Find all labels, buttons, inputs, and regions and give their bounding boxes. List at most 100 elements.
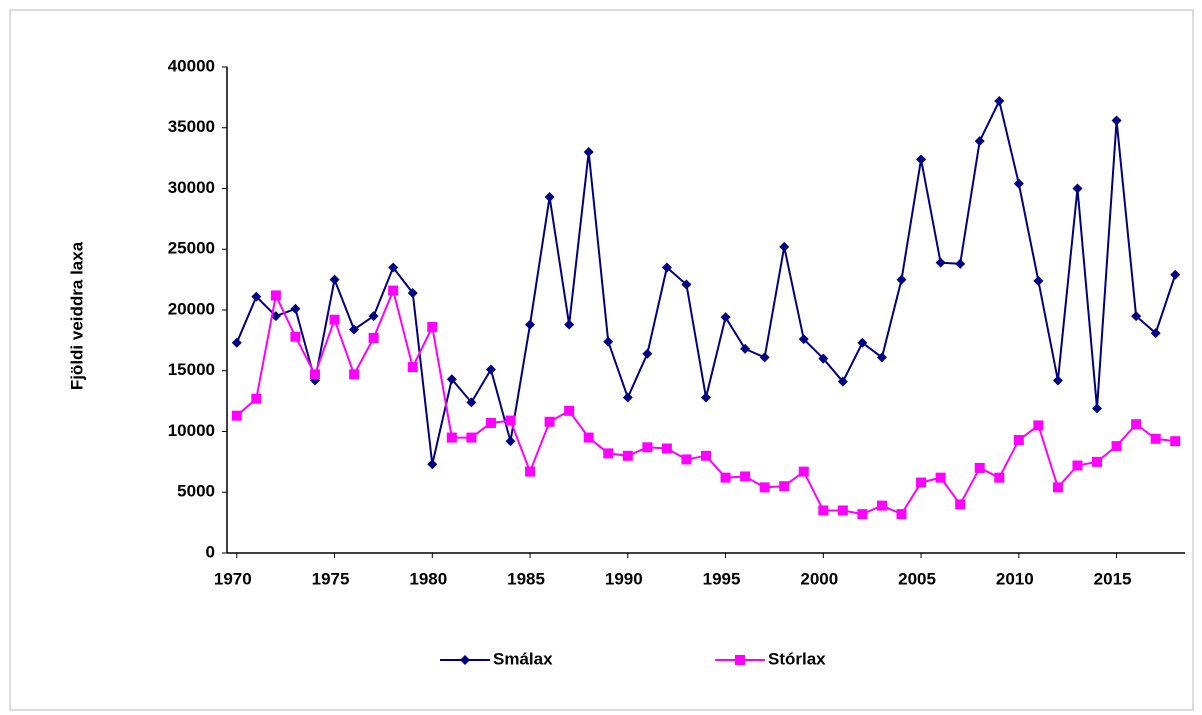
data-point — [974, 136, 985, 147]
data-point — [407, 287, 418, 298]
data-point — [798, 466, 809, 477]
data-point — [1013, 178, 1024, 189]
data-point — [603, 448, 614, 459]
y-tick-label: 25000 — [168, 239, 215, 258]
data-point — [1131, 311, 1142, 322]
data-point — [505, 415, 516, 426]
data-point — [701, 450, 711, 461]
data-point — [1033, 420, 1044, 431]
data-point — [974, 462, 985, 473]
data-point — [1092, 456, 1103, 467]
data-point — [818, 505, 829, 516]
data-point — [1052, 482, 1063, 493]
x-tick-label: 2000 — [800, 569, 838, 588]
data-point — [583, 432, 594, 443]
data-point — [349, 324, 360, 335]
data-point — [485, 417, 496, 428]
data-point — [994, 96, 1005, 107]
y-axis-title: Fjöldi veiddra laxa — [67, 241, 86, 390]
data-point — [818, 353, 829, 364]
data-point — [935, 257, 946, 268]
data-point — [1111, 115, 1122, 126]
legend-label: Smálax — [493, 649, 553, 668]
legend-label: Stórlax — [768, 649, 826, 668]
x-tick-label: 1990 — [605, 569, 643, 588]
data-point — [231, 410, 242, 421]
data-point — [779, 481, 790, 492]
legend-marker — [735, 655, 745, 665]
y-tick-label: 15000 — [168, 360, 215, 379]
data-point — [583, 147, 594, 158]
data-point — [290, 331, 301, 342]
data-point — [446, 432, 457, 443]
data-point — [661, 262, 672, 273]
data-point — [368, 311, 379, 322]
y-tick-label: 35000 — [168, 117, 215, 136]
data-point — [955, 499, 966, 510]
data-point — [564, 319, 575, 330]
data-point — [1013, 435, 1024, 446]
x-tick-label: 1970 — [214, 569, 252, 588]
data-point — [740, 471, 751, 482]
data-point — [1111, 441, 1122, 452]
data-point — [681, 454, 692, 465]
x-tick-label: 2005 — [898, 569, 936, 588]
data-point — [564, 405, 575, 416]
data-point — [231, 337, 242, 348]
data-point — [427, 322, 438, 333]
x-tick-label: 2010 — [996, 569, 1034, 588]
data-point — [525, 466, 536, 477]
data-point — [622, 450, 633, 461]
data-point — [837, 505, 848, 516]
data-point — [994, 472, 1005, 483]
data-point — [896, 274, 907, 285]
data-point — [837, 376, 848, 387]
data-point — [642, 348, 653, 359]
data-point — [466, 397, 477, 408]
data-point — [270, 290, 281, 301]
data-point — [622, 392, 633, 403]
data-point — [779, 241, 790, 252]
data-point — [701, 392, 711, 403]
data-point — [876, 500, 887, 511]
data-point — [642, 442, 653, 453]
data-point — [427, 459, 438, 470]
data-point — [290, 303, 301, 314]
data-point — [1150, 433, 1161, 444]
data-point — [388, 262, 399, 273]
y-tick-label: 40000 — [168, 56, 215, 75]
y-tick-label: 5000 — [177, 482, 215, 501]
data-point — [681, 279, 692, 290]
x-tick-label: 1995 — [703, 569, 741, 588]
data-point — [740, 343, 751, 354]
data-point — [349, 369, 360, 380]
data-point — [251, 393, 262, 404]
y-tick-label: 0 — [206, 542, 215, 561]
data-point — [485, 364, 496, 375]
data-point — [916, 477, 927, 488]
x-tick-label: 2015 — [1094, 569, 1132, 588]
data-point — [1170, 436, 1181, 447]
data-point — [1131, 419, 1142, 430]
x-tick-label: 1975 — [312, 569, 350, 588]
data-point — [720, 312, 731, 323]
data-point — [759, 352, 770, 363]
data-point — [505, 436, 516, 447]
data-point — [1072, 183, 1083, 194]
data-point — [857, 509, 868, 520]
legend-marker — [460, 655, 470, 665]
data-point — [798, 334, 809, 345]
x-tick-label: 1985 — [507, 569, 545, 588]
data-point — [955, 258, 966, 269]
data-point — [407, 362, 418, 373]
data-point — [466, 432, 477, 443]
data-point — [1052, 375, 1063, 386]
data-point — [661, 443, 672, 454]
data-point — [388, 285, 399, 296]
data-point — [446, 374, 457, 385]
data-point — [916, 154, 927, 165]
data-point — [544, 416, 555, 427]
data-point — [329, 314, 340, 325]
data-point — [329, 274, 340, 285]
